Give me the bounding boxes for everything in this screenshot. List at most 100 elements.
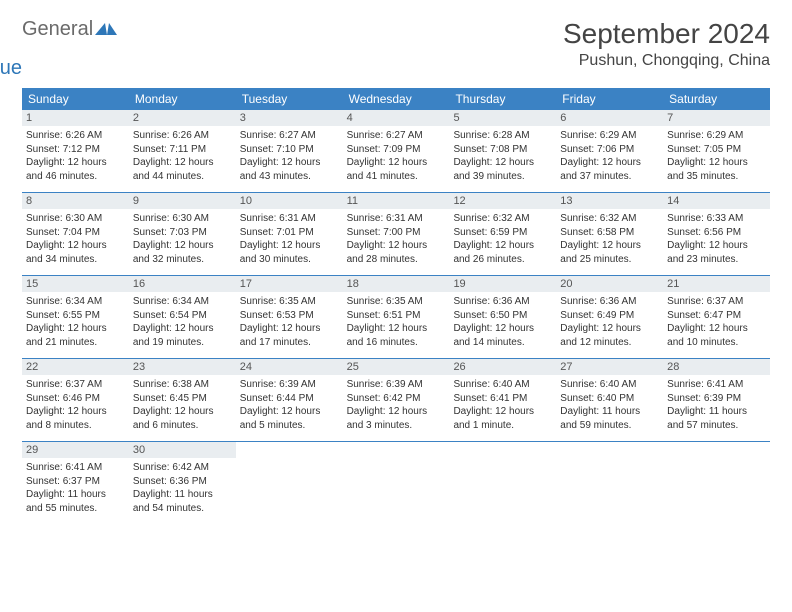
day-cell: 28Sunrise: 6:41 AMSunset: 6:39 PMDayligh… [663,359,770,441]
day-number: 17 [236,276,343,292]
day-body: Sunrise: 6:41 AMSunset: 6:39 PMDaylight:… [663,375,770,436]
day-line: Sunrise: 6:42 AM [133,461,232,475]
day-line: Sunrise: 6:31 AM [240,212,339,226]
day-line: Sunrise: 6:34 AM [133,295,232,309]
day-cell: 4Sunrise: 6:27 AMSunset: 7:09 PMDaylight… [343,110,450,192]
day-line: and 17 minutes. [240,336,339,350]
header: General Blue September 2024 Pushun, Chon… [22,18,770,80]
day-cell [236,442,343,524]
day-line: Daylight: 12 hours [667,322,766,336]
day-number: 26 [449,359,556,375]
day-line: Sunset: 6:44 PM [240,392,339,406]
day-body: Sunrise: 6:35 AMSunset: 6:53 PMDaylight:… [236,292,343,353]
day-line: and 43 minutes. [240,170,339,184]
day-cell: 3Sunrise: 6:27 AMSunset: 7:10 PMDaylight… [236,110,343,192]
day-cell: 11Sunrise: 6:31 AMSunset: 7:00 PMDayligh… [343,193,450,275]
day-line: Daylight: 12 hours [347,239,446,253]
day-number: 27 [556,359,663,375]
location: Pushun, Chongqing, China [563,52,770,70]
day-line: Daylight: 12 hours [240,405,339,419]
day-body: Sunrise: 6:31 AMSunset: 7:00 PMDaylight:… [343,209,450,270]
day-cell: 22Sunrise: 6:37 AMSunset: 6:46 PMDayligh… [22,359,129,441]
day-cell: 27Sunrise: 6:40 AMSunset: 6:40 PMDayligh… [556,359,663,441]
day-line: Sunset: 6:45 PM [133,392,232,406]
day-line: Sunrise: 6:26 AM [26,129,125,143]
day-line: and 5 minutes. [240,419,339,433]
day-number: 3 [236,110,343,126]
day-line: Daylight: 11 hours [560,405,659,419]
day-header-tuesday: Tuesday [236,88,343,110]
day-line: and 39 minutes. [453,170,552,184]
day-line: Sunrise: 6:41 AM [667,378,766,392]
logo-triangle-icon [107,23,117,35]
day-body: Sunrise: 6:36 AMSunset: 6:50 PMDaylight:… [449,292,556,353]
day-line: and 44 minutes. [133,170,232,184]
day-number: 5 [449,110,556,126]
day-number: 30 [129,442,236,458]
day-line: Daylight: 12 hours [453,405,552,419]
day-line: Sunset: 7:06 PM [560,143,659,157]
day-cell: 14Sunrise: 6:33 AMSunset: 6:56 PMDayligh… [663,193,770,275]
day-number: 12 [449,193,556,209]
day-cell: 19Sunrise: 6:36 AMSunset: 6:50 PMDayligh… [449,276,556,358]
day-line: Sunrise: 6:35 AM [240,295,339,309]
day-number: 20 [556,276,663,292]
day-line: Sunset: 6:36 PM [133,475,232,489]
day-line: and 16 minutes. [347,336,446,350]
day-body: Sunrise: 6:26 AMSunset: 7:11 PMDaylight:… [129,126,236,187]
day-body: Sunrise: 6:29 AMSunset: 7:05 PMDaylight:… [663,126,770,187]
day-line: Daylight: 12 hours [560,322,659,336]
day-line: Daylight: 12 hours [667,156,766,170]
day-line: Sunset: 7:04 PM [26,226,125,240]
day-line: Sunrise: 6:27 AM [347,129,446,143]
day-body: Sunrise: 6:38 AMSunset: 6:45 PMDaylight:… [129,375,236,436]
day-cell: 30Sunrise: 6:42 AMSunset: 6:36 PMDayligh… [129,442,236,524]
day-body: Sunrise: 6:37 AMSunset: 6:46 PMDaylight:… [22,375,129,436]
day-number: 18 [343,276,450,292]
day-line: Sunrise: 6:36 AM [560,295,659,309]
day-number: 2 [129,110,236,126]
day-body: Sunrise: 6:40 AMSunset: 6:41 PMDaylight:… [449,375,556,436]
day-line: and 37 minutes. [560,170,659,184]
day-cell: 7Sunrise: 6:29 AMSunset: 7:05 PMDaylight… [663,110,770,192]
day-cell: 6Sunrise: 6:29 AMSunset: 7:06 PMDaylight… [556,110,663,192]
day-line: and 12 minutes. [560,336,659,350]
day-line: and 1 minute. [453,419,552,433]
day-line: Daylight: 12 hours [133,156,232,170]
day-line: Daylight: 12 hours [26,405,125,419]
day-line: Sunset: 6:53 PM [240,309,339,323]
day-body: Sunrise: 6:31 AMSunset: 7:01 PMDaylight:… [236,209,343,270]
day-line: Daylight: 12 hours [26,322,125,336]
calendar-grid: Sunday Monday Tuesday Wednesday Thursday… [22,88,770,524]
day-number: 15 [22,276,129,292]
day-number: 16 [129,276,236,292]
day-cell: 18Sunrise: 6:35 AMSunset: 6:51 PMDayligh… [343,276,450,358]
day-line: and 23 minutes. [667,253,766,267]
week-row: 15Sunrise: 6:34 AMSunset: 6:55 PMDayligh… [22,276,770,359]
day-line: Daylight: 12 hours [453,322,552,336]
day-line: Sunset: 6:56 PM [667,226,766,240]
day-line: Sunset: 7:12 PM [26,143,125,157]
month-title: September 2024 [563,18,770,50]
day-line: Sunrise: 6:37 AM [667,295,766,309]
day-line: and 19 minutes. [133,336,232,350]
day-number: 4 [343,110,450,126]
day-header-monday: Monday [129,88,236,110]
day-line: Sunrise: 6:33 AM [667,212,766,226]
day-cell: 16Sunrise: 6:34 AMSunset: 6:54 PMDayligh… [129,276,236,358]
day-line: Sunset: 6:47 PM [667,309,766,323]
logo-text-general: General [22,18,93,40]
day-number: 22 [22,359,129,375]
day-cell: 10Sunrise: 6:31 AMSunset: 7:01 PMDayligh… [236,193,343,275]
day-line: Sunrise: 6:39 AM [347,378,446,392]
day-cell [556,442,663,524]
logo-text-blue: Blue [0,57,117,80]
day-line: and 30 minutes. [240,253,339,267]
day-number: 19 [449,276,556,292]
day-number: 25 [343,359,450,375]
logo: General Blue [22,18,117,80]
day-line: Sunrise: 6:29 AM [667,129,766,143]
day-line: Sunrise: 6:35 AM [347,295,446,309]
day-line: Daylight: 11 hours [26,488,125,502]
day-number: 28 [663,359,770,375]
